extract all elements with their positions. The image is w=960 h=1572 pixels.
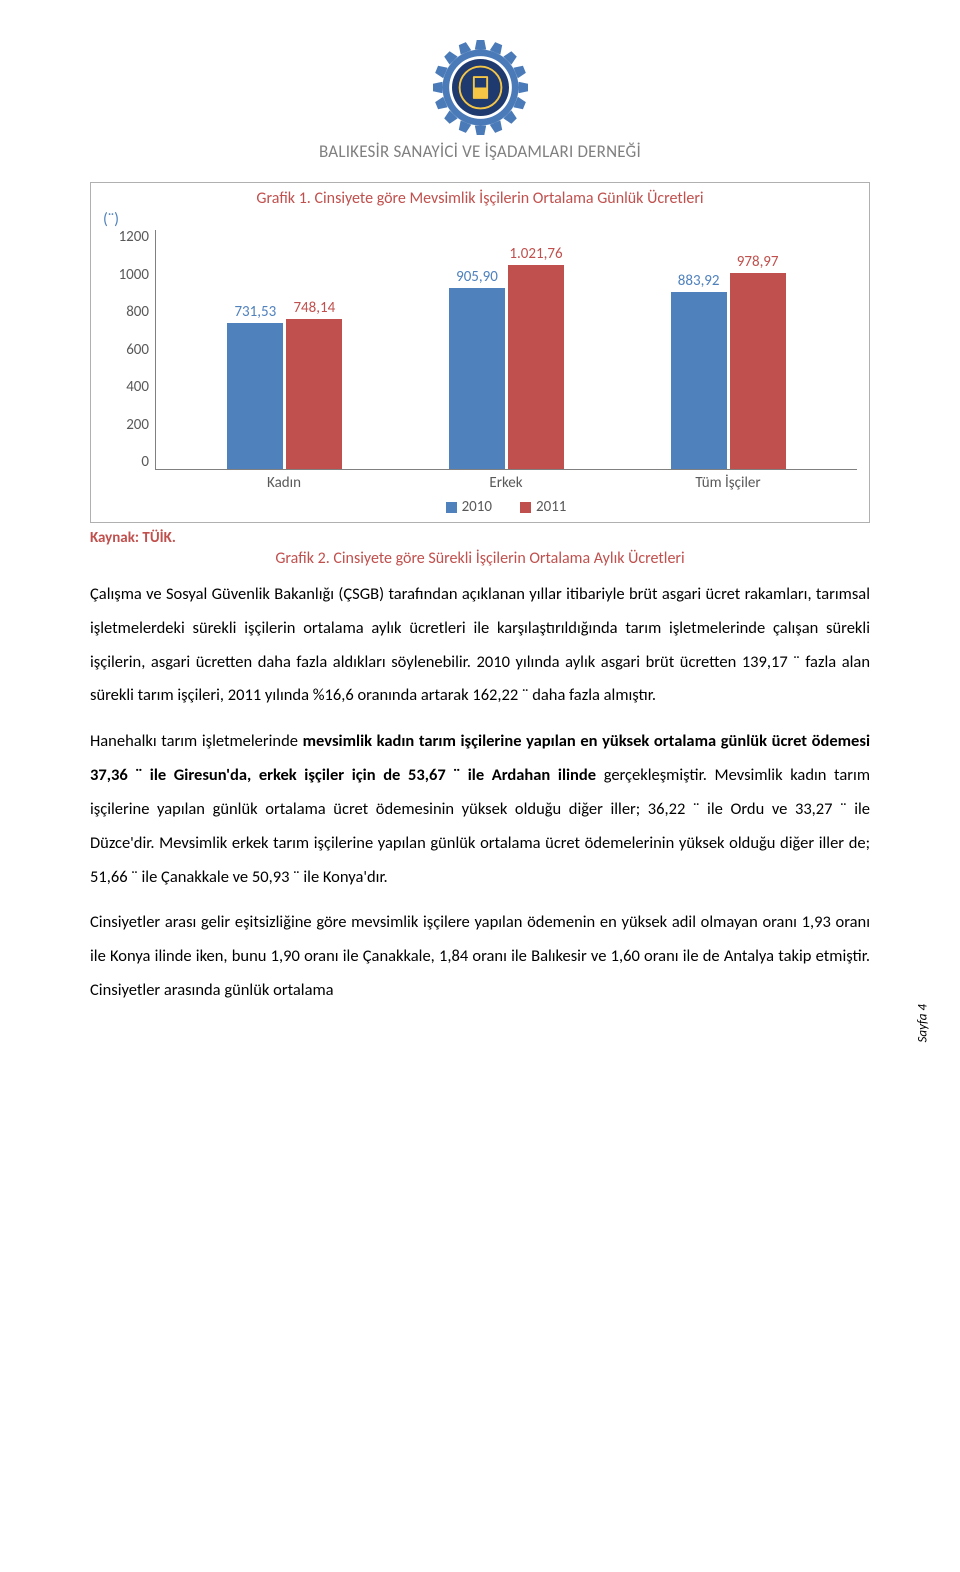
y-tick: 800 [126, 305, 149, 320]
bar-value-label: 978,97 [737, 253, 779, 273]
x-label: Erkek [395, 474, 617, 492]
bar: 731,53 [227, 323, 283, 469]
bar-value-label: 883,92 [678, 272, 720, 292]
chart1-x-axis: Kadın Erkek Tüm İşçiler [155, 470, 857, 492]
paragraph-3: Cinsiyetler arası gelir eşitsizliğine gö… [90, 906, 870, 1007]
x-label: Kadın [173, 474, 395, 492]
bar-value-label: 731,53 [234, 303, 276, 323]
bar: 905,90 [449, 288, 505, 469]
legend-swatch [520, 502, 531, 513]
bar: 978,97 [730, 273, 786, 469]
chart1-y-unit: (¨) [103, 210, 155, 230]
chart1-container: Grafik 1. Cinsiyete göre Mevsimlik İşçil… [90, 182, 870, 523]
chart1-plot: 731,53748,14905,901.021,76883,92978,97 [155, 230, 857, 470]
page-header: BALIKESİR SANAYİCİ VE İŞADAMLARI DERNEĞİ [90, 40, 870, 162]
bar-value-label: 748,14 [293, 299, 335, 319]
y-tick: 200 [126, 418, 149, 433]
y-tick: 1000 [119, 268, 149, 283]
paragraph-2: Hanehalkı tarım işletmelerinde mevsimlik… [90, 725, 870, 894]
org-logo [433, 40, 528, 135]
chart1-y-axis: 1200 1000 800 600 400 200 0 [103, 230, 155, 470]
org-name: BALIKESİR SANAYİCİ VE İŞADAMLARI DERNEĞİ [90, 141, 870, 162]
bar-group: 905,901.021,76 [449, 265, 564, 469]
body-text: Çalışma ve Sosyal Güvenlik Bakanlığı (ÇS… [90, 578, 870, 1008]
chart-source: Kaynak: TÜİK. [90, 529, 870, 547]
chart2-title: Grafik 2. Cinsiyete göre Sürekli İşçiler… [90, 549, 870, 568]
bar-group: 883,92978,97 [671, 273, 786, 469]
paragraph-1: Çalışma ve Sosyal Güvenlik Bakanlığı (ÇS… [90, 578, 870, 713]
legend-item-2011: 2011 [520, 498, 566, 516]
bar-value-label: 905,90 [456, 268, 498, 288]
bar: 1.021,76 [508, 265, 564, 469]
chart1-title: Grafik 1. Cinsiyete göre Mevsimlik İşçil… [103, 189, 857, 208]
legend-label: 2010 [462, 498, 492, 516]
bar: 883,92 [671, 292, 727, 469]
bar-value-label: 1.021,76 [509, 245, 562, 265]
chart1-legend: 2010 2011 [155, 492, 857, 518]
y-tick: 0 [141, 455, 149, 470]
bar: 748,14 [286, 319, 342, 469]
y-tick: 400 [126, 380, 149, 395]
y-tick: 600 [126, 343, 149, 358]
legend-swatch [446, 502, 457, 513]
bar-group: 731,53748,14 [227, 319, 342, 469]
legend-item-2010: 2010 [446, 498, 492, 516]
legend-label: 2011 [536, 498, 566, 516]
page-number: Sayfa 4 [915, 1004, 930, 1042]
y-tick: 1200 [119, 230, 149, 245]
x-label: Tüm İşçiler [617, 474, 839, 492]
